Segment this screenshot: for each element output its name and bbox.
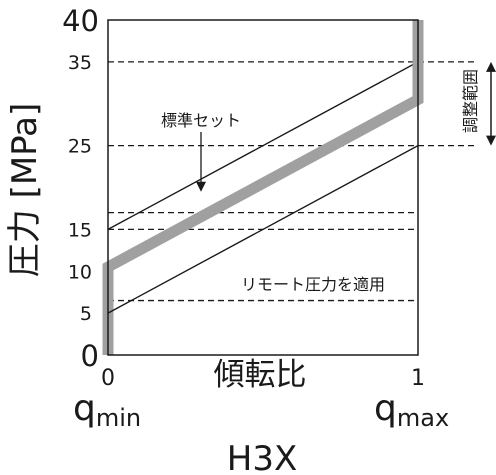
y-tick-label: 15 [68, 219, 92, 241]
annotation-remote-pressure: リモート圧力を適用 [241, 275, 385, 294]
y-tick-label: 40 [62, 4, 99, 38]
q-max-base: q [374, 388, 397, 429]
standard-set-arrow-head [196, 181, 206, 192]
adjust-range-arrow-top [486, 61, 496, 72]
y-tick-label: 0 [81, 339, 99, 373]
q-min-label: qmin [73, 388, 141, 432]
y-axis-title: 圧力 [MPa] [5, 103, 45, 277]
chart-caption: H3X [227, 439, 298, 475]
annotation-standard-set: 標準セット [161, 111, 241, 130]
q-min-subscript: min [96, 404, 141, 432]
annotation-adjust-range: 調整範囲 [461, 69, 480, 133]
plot-frame [107, 19, 419, 356]
plot-area: 0 5 10 15 25 35 40 0 1 [62, 4, 496, 391]
x-axis-title: 傾転比 [214, 357, 307, 393]
offset-line [107, 145, 419, 314]
standard-set-line [102, 20, 424, 355]
y-tick-label: 25 [68, 136, 92, 158]
offset-line [107, 61, 419, 230]
y-tick-label: 35 [68, 52, 92, 74]
q-max-subscript: max [397, 404, 449, 432]
x-tick-label: 1 [411, 366, 425, 391]
q-min-base: q [73, 388, 96, 429]
adjust-range-arrow-bottom [486, 135, 496, 146]
chart-labels: 圧力 [MPa] 傾転比 H3X qmin qmax 標準セット リモート圧力を… [5, 69, 480, 475]
y-tick-label: 10 [68, 261, 92, 283]
q-max-label: qmax [374, 388, 449, 432]
y-tick-label: 5 [80, 303, 92, 325]
x-tick-label: 0 [101, 366, 115, 391]
